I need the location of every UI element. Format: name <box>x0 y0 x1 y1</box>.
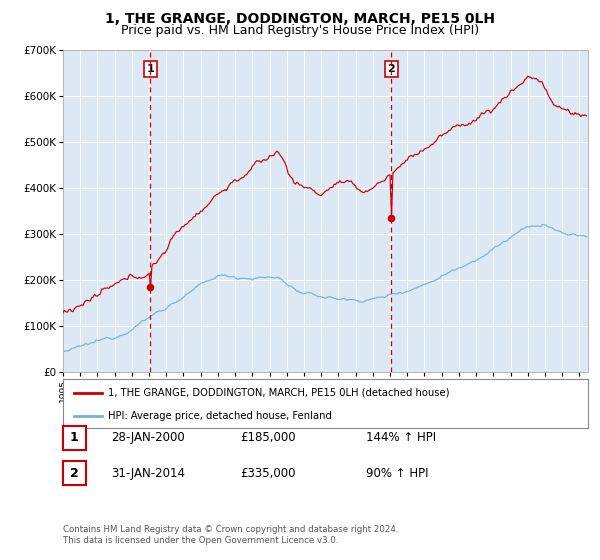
Text: Contains HM Land Registry data © Crown copyright and database right 2024.: Contains HM Land Registry data © Crown c… <box>63 525 398 534</box>
Text: 2: 2 <box>388 64 395 74</box>
Text: 1, THE GRANGE, DODDINGTON, MARCH, PE15 0LH (detached house): 1, THE GRANGE, DODDINGTON, MARCH, PE15 0… <box>107 388 449 398</box>
Text: 2: 2 <box>70 466 79 480</box>
Text: 90% ↑ HPI: 90% ↑ HPI <box>366 466 428 480</box>
Text: £185,000: £185,000 <box>240 431 296 445</box>
Text: This data is licensed under the Open Government Licence v3.0.: This data is licensed under the Open Gov… <box>63 536 338 545</box>
Text: 1: 1 <box>70 431 79 445</box>
Text: 28-JAN-2000: 28-JAN-2000 <box>111 431 185 445</box>
Text: Price paid vs. HM Land Registry's House Price Index (HPI): Price paid vs. HM Land Registry's House … <box>121 24 479 36</box>
Text: 144% ↑ HPI: 144% ↑ HPI <box>366 431 436 445</box>
Text: 1, THE GRANGE, DODDINGTON, MARCH, PE15 0LH: 1, THE GRANGE, DODDINGTON, MARCH, PE15 0… <box>105 12 495 26</box>
Text: 1: 1 <box>146 64 154 74</box>
Text: HPI: Average price, detached house, Fenland: HPI: Average price, detached house, Fenl… <box>107 411 331 421</box>
Text: £335,000: £335,000 <box>240 466 296 480</box>
Text: 31-JAN-2014: 31-JAN-2014 <box>111 466 185 480</box>
